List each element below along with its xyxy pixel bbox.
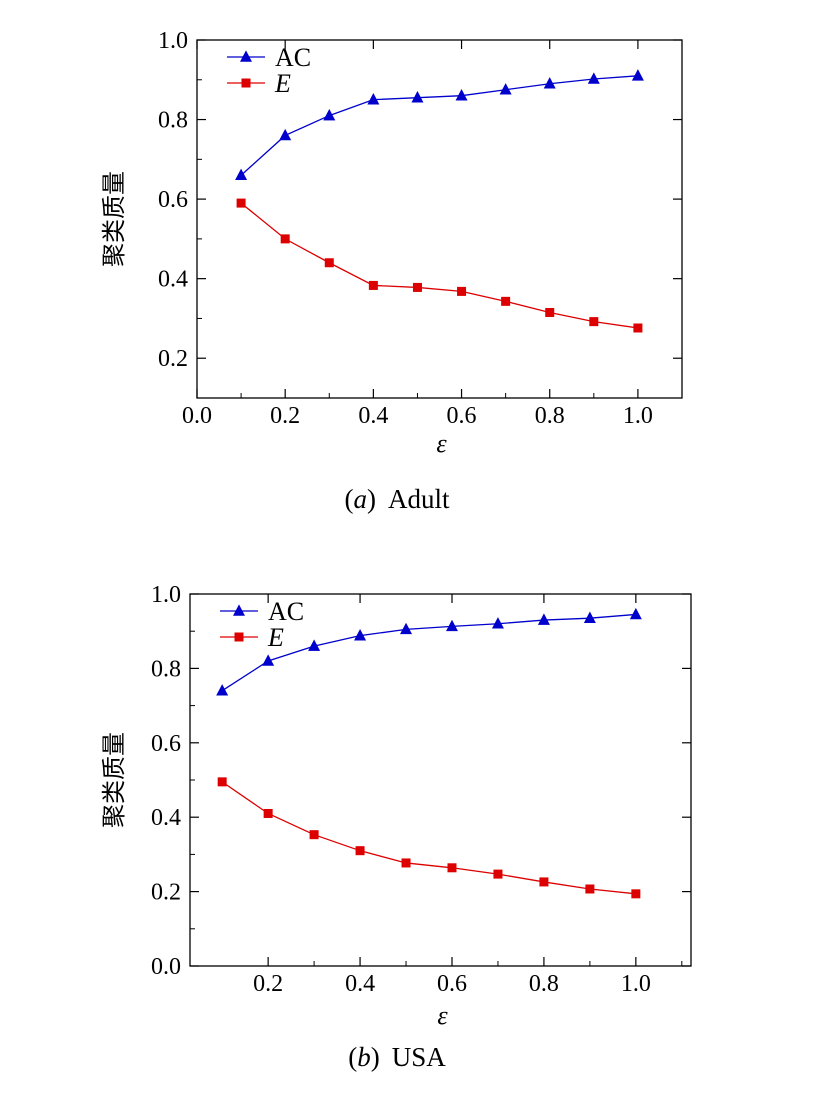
y-axis-label: 聚类质量: [100, 171, 128, 267]
legend-marker: [233, 604, 245, 616]
data-point: [217, 777, 227, 787]
caption-name: USA: [392, 1042, 447, 1072]
data-point: [324, 258, 334, 268]
x-tick-label: 0.4: [345, 971, 375, 997]
x-tick-label: 0.8: [535, 403, 565, 429]
y-tick-label: 0.6: [151, 731, 181, 757]
legend-label: AC: [268, 597, 304, 626]
data-point: [493, 869, 503, 879]
y-tick-label: 0.4: [151, 805, 181, 831]
data-point: [501, 296, 511, 306]
caption-paren-close: ): [367, 484, 376, 514]
data-point: [631, 889, 641, 899]
series-ac: [235, 69, 644, 181]
series-line-e: [240, 202, 639, 329]
data-point: [368, 280, 378, 290]
data-point: [355, 846, 365, 856]
x-tick-label: 0.2: [253, 971, 283, 997]
data-point: [412, 282, 422, 292]
legend: ACE: [227, 43, 311, 98]
data-point: [583, 611, 596, 623]
chart-panel-adult: 0.0 0.2 0.4 0.6 0.8 1.0 0.2 0.4 0.6 0.8 1.0 ε 聚类质量 AC…: [100, 28, 683, 514]
x-tick-label: 1.0: [621, 971, 651, 997]
plot-frame: [196, 39, 683, 399]
data-point: [545, 307, 555, 317]
data-point: [589, 317, 599, 327]
x-tick-label: 0.8: [529, 971, 559, 997]
legend-label: AC: [275, 43, 311, 72]
x-tick-label: 0.2: [270, 403, 300, 429]
data-point: [367, 93, 380, 105]
series-line-ac: [221, 613, 636, 692]
data-point: [539, 877, 549, 887]
data-point: [445, 619, 458, 632]
caption-name: Adult: [388, 484, 450, 514]
caption-paren-open: (: [344, 484, 353, 514]
data-point: [629, 607, 642, 620]
x-tick-label: 1.0: [623, 403, 653, 429]
data-point: [262, 654, 275, 666]
data-point: [631, 69, 644, 81]
data-point: [411, 91, 424, 103]
data-point: [309, 830, 319, 840]
figure-caption: (b) USA: [348, 1042, 446, 1072]
caption-tag: b: [357, 1042, 371, 1072]
x-tick-label: 0.6: [447, 403, 477, 429]
x-axis-label: ε: [437, 1001, 448, 1030]
caption-tag: a: [353, 484, 367, 514]
data-point: [235, 168, 248, 181]
y-tick-label: 0.6: [158, 187, 188, 213]
series-line-e: [221, 781, 636, 895]
y-tick-label: 0.8: [151, 656, 181, 682]
x-tick-label: 0.0: [182, 403, 212, 429]
data-point: [537, 613, 550, 625]
data-point: [400, 622, 413, 635]
caption-paren-close: ): [371, 1042, 380, 1072]
data-point: [585, 884, 595, 894]
data-point: [455, 89, 468, 101]
x-axis-label: ε: [436, 429, 447, 458]
data-point: [587, 72, 600, 84]
data-point: [491, 617, 504, 629]
plot-frame: [189, 593, 692, 967]
series-e: [217, 777, 641, 899]
data-point: [280, 234, 290, 244]
y-tick-label: 0.4: [158, 267, 188, 293]
data-point: [499, 83, 512, 95]
series-e: [236, 198, 643, 333]
legend-marker: [240, 50, 252, 62]
data-point: [457, 286, 467, 296]
y-axis-label: 聚类质量: [100, 732, 128, 828]
data-point: [633, 323, 643, 333]
x-tick-label: 0.4: [358, 403, 388, 429]
data-point: [447, 863, 457, 873]
chart-panel-usa: 0.2 0.4 0.6 0.8 1.0 0.0 0.2 0.4 0.6 0.8 1.0 ε 聚类质量 AC…: [100, 582, 692, 1072]
legend-marker: [241, 78, 251, 88]
data-point: [263, 808, 273, 818]
data-point: [401, 858, 411, 868]
series-ac: [216, 607, 642, 696]
legend: ACE: [220, 597, 304, 652]
figure-caption: (a) Adult: [344, 484, 450, 514]
y-tick-label: 1.0: [151, 582, 181, 608]
legend-marker: [234, 632, 244, 642]
data-point: [216, 684, 229, 696]
data-point: [279, 128, 292, 141]
y-tick-label: 0.8: [158, 108, 188, 134]
y-tick-label: 0.2: [158, 346, 188, 372]
y-tick-label: 1.0: [158, 28, 188, 54]
y-tick-label: 0.2: [151, 880, 181, 906]
y-tick-label: 0.0: [151, 954, 181, 980]
x-tick-label: 0.6: [437, 971, 467, 997]
caption-paren-open: (: [348, 1042, 357, 1072]
legend-label: E: [274, 69, 291, 98]
series-line-ac: [240, 75, 638, 176]
data-point: [308, 639, 321, 651]
legend-label: E: [267, 623, 284, 652]
data-point: [543, 77, 556, 89]
data-point: [323, 108, 336, 121]
data-point: [354, 629, 367, 641]
data-point: [236, 198, 246, 208]
